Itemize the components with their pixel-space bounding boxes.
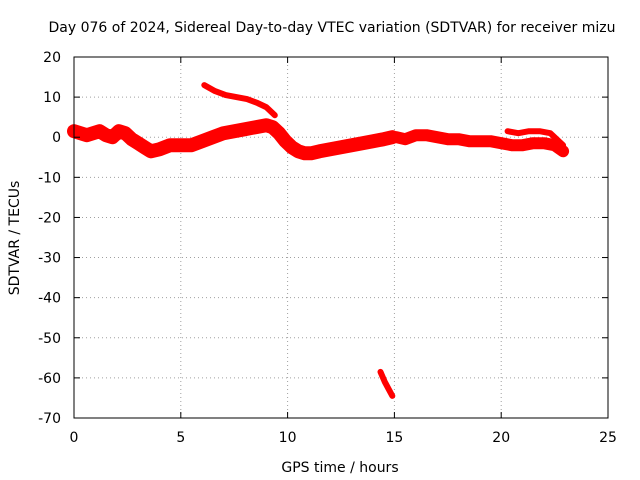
- grid: [74, 57, 608, 418]
- y-tick-label: -10: [38, 170, 61, 186]
- x-tick-label: 10: [279, 430, 297, 446]
- y-tick-label: 10: [43, 90, 61, 106]
- series-line-5: [377, 368, 396, 399]
- x-tick-label: 5: [176, 430, 185, 446]
- plot-frame: [73, 56, 609, 419]
- axis-ticks: 0 5 10 15 20 25 20 10 0 -10 -20 -30 -40 -50 -60 -70: [38, 50, 617, 446]
- y-tick-label: 20: [43, 50, 61, 66]
- y-tick-label: -30: [38, 251, 61, 267]
- data-series: [67, 82, 570, 399]
- x-tick-label: 20: [492, 430, 510, 446]
- x-axis-label: GPS time / hours: [281, 460, 398, 476]
- y-tick-label: -70: [38, 411, 61, 427]
- y-tick-label: -50: [38, 331, 61, 347]
- series-line-4: [504, 128, 567, 149]
- series-line-2: [390, 129, 570, 158]
- x-tick-label: 25: [599, 430, 617, 446]
- series-line-1: [67, 118, 400, 161]
- y-axis-label: SDTVAR / TECUs: [7, 181, 23, 296]
- y-tick-label: 0: [52, 130, 61, 146]
- x-tick-label: 15: [385, 430, 403, 446]
- y-tick-label: -20: [38, 210, 61, 226]
- y-tick-label: -60: [38, 371, 61, 387]
- x-tick-label: 0: [70, 430, 79, 446]
- y-tick-label: -40: [38, 291, 61, 307]
- series-line-3: [201, 82, 278, 119]
- chart-title: Day 076 of 2024, Sidereal Day-to-day VTE…: [49, 20, 616, 36]
